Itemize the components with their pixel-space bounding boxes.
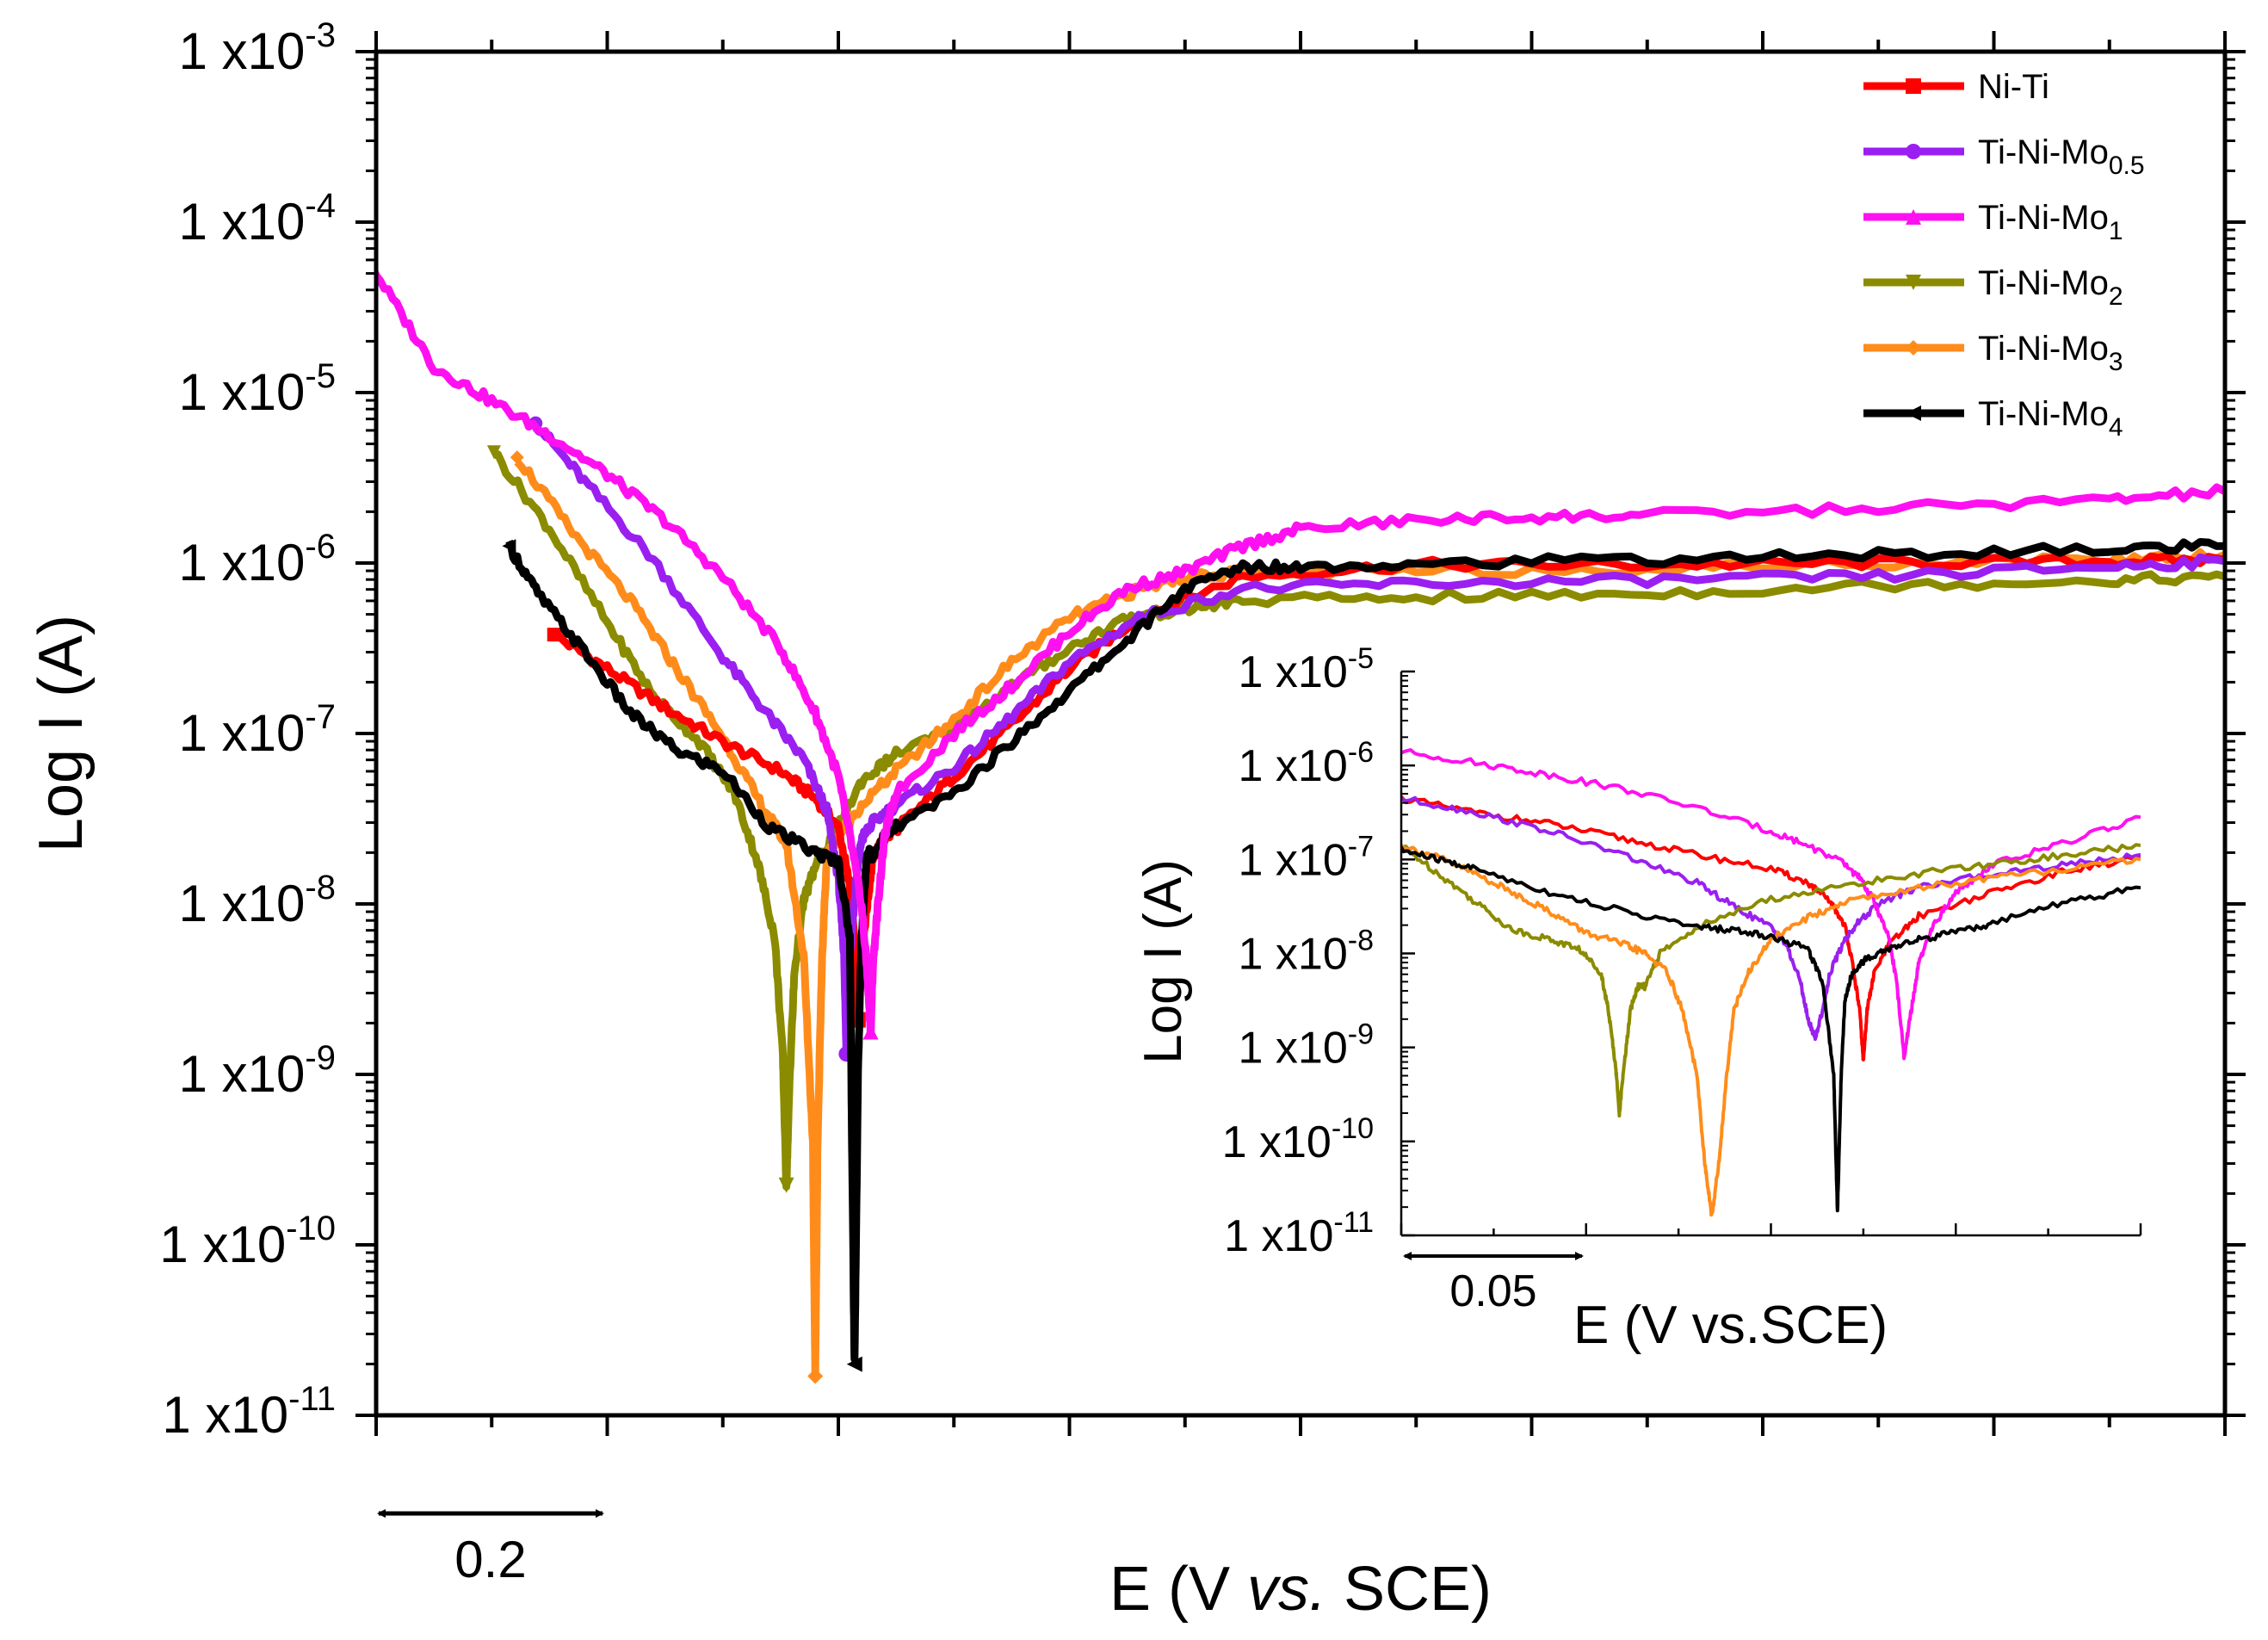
- inset-series-line-2: [1401, 748, 2141, 1061]
- main-y-tick-label: 1 x10-11: [162, 1380, 336, 1444]
- inset-scale-bar-label: 0.05: [1449, 1266, 1536, 1316]
- legend-label-3: Ti-Ni-Mo2: [1978, 264, 2123, 311]
- main-series-group: [376, 266, 2225, 1384]
- main-series-line-2: [376, 273, 2225, 1037]
- main-x-axis-title: E (V vs. SCE): [1109, 1555, 1492, 1624]
- inset-y-tick-labels: 1 x10-5 1 x10-6 1 x10-7 1 x10-8 1 x10-9 1 x10…: [1222, 642, 1374, 1261]
- inset-series-group: [1401, 748, 2141, 1217]
- main-series-start-marker-3: [486, 445, 501, 460]
- inset-ticks: [1400, 670, 2142, 1237]
- main-y-tick-label: 1 x10-8: [179, 869, 336, 932]
- main-y-tick-label: 1 x10-3: [179, 16, 336, 80]
- inset-y-tick-label: 1 x10-6: [1239, 736, 1374, 791]
- inset-plot: 1 x10-5 1 x10-6 1 x10-7 1 x10-8 1 x10-9 1 x10…: [1134, 642, 2142, 1355]
- main-plot: 1 x10-31 x10-41 x10-51 x10-61 x10-71 x10…: [27, 16, 2246, 1624]
- legend-marker-5: [1906, 405, 1921, 421]
- inset-x-axis-title: E (V vs.SCE): [1573, 1296, 1888, 1355]
- main-scale-bar-label: 0.2: [454, 1531, 526, 1588]
- inset-y-tick-label: 1 x10-10: [1222, 1112, 1374, 1167]
- legend-marker-1: [1906, 144, 1921, 159]
- main-ticks: [355, 31, 2246, 1436]
- legend-marker-2: [1906, 209, 1921, 225]
- inset-series-line-4: [1401, 844, 2141, 1217]
- main-y-tick-label: 1 x10-4: [179, 187, 336, 251]
- legend-label-2: Ti-Ni-Mo1: [1978, 199, 2123, 245]
- inset-y-tick-label: 1 x10-8: [1239, 925, 1374, 980]
- legend-label-1: Ti-Ni-Mo0.5: [1978, 133, 2145, 180]
- inset-y-axis-title: Log I (A): [1134, 859, 1193, 1064]
- legend-marker-0: [1906, 78, 1921, 94]
- main-y-tick-label: 1 x10-6: [179, 528, 336, 591]
- main-y-tick-label: 1 x10-5: [179, 357, 336, 421]
- legend-label-5: Ti-Ni-Mo4: [1978, 395, 2123, 442]
- main-y-tick-label: 1 x10-10: [159, 1210, 336, 1273]
- main-y-tick-label: 1 x10-7: [179, 698, 336, 762]
- inset-y-tick-label: 1 x10-9: [1239, 1018, 1374, 1074]
- legend-marker-3: [1906, 275, 1921, 290]
- main-series-start-marker-0: [547, 628, 561, 642]
- main-series-min-marker-3: [778, 1177, 794, 1193]
- inset-y-tick-label: 1 x10-5: [1239, 642, 1374, 697]
- legend-marker-4: [1906, 340, 1921, 356]
- inset-series-line-1: [1401, 795, 2141, 1042]
- main-series-start-marker-5: [502, 539, 516, 554]
- main-y-tick-labels: 1 x10-3 1 x10-4 1 x10-5 1 x10-6 1 x10-7 1 x10…: [159, 16, 336, 1444]
- legend-label-4: Ti-Ni-Mo3: [1978, 330, 2123, 376]
- inset-y-tick-label: 1 x10-11: [1224, 1206, 1374, 1261]
- inset-series-line-0: [1401, 795, 2141, 1061]
- main-series-line-5: [505, 538, 2225, 1364]
- legend-label-0: Ni-Ti: [1978, 68, 2049, 106]
- main-series-line-1: [533, 425, 2225, 1057]
- main-series-start-marker-4: [510, 450, 524, 465]
- main-series-min-marker-4: [807, 1368, 824, 1384]
- main-y-axis-title: Log I (A): [27, 615, 96, 852]
- legend: Ni-Ti Ti-Ni-Mo0.5 Ti-Ni-Mo1 Ti-Ni-Mo2 Ti-Ni-…: [1863, 68, 2145, 442]
- inset-y-tick-label: 1 x10-7: [1239, 830, 1374, 885]
- inset-series-line-3: [1401, 843, 2141, 1118]
- main-series-min-marker-5: [846, 1356, 862, 1372]
- inset-series-line-5: [1401, 845, 2141, 1213]
- main-series-min-marker-2: [862, 1024, 879, 1040]
- main-y-tick-label: 1 x10-9: [179, 1039, 336, 1103]
